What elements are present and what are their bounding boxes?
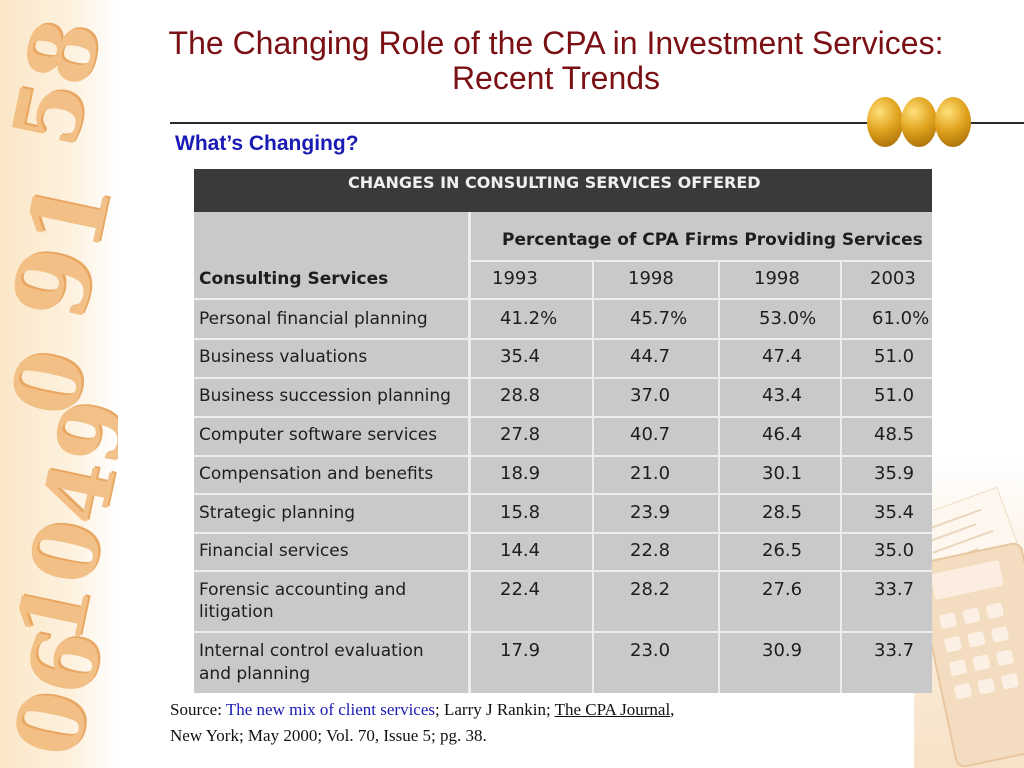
row-value: 28.2 [630, 579, 671, 600]
row-value: 27.6 [762, 579, 803, 600]
row-value: 43.4 [762, 385, 803, 406]
row-value: 23.0 [630, 640, 671, 661]
row-value: 33.7 [874, 640, 915, 661]
row-label: Strategic planning [199, 503, 356, 523]
row-value: 21.0 [630, 463, 671, 484]
row-label: Personal financial planning [199, 309, 428, 329]
row-label: Business succession planning [199, 386, 451, 406]
decor-numeral: 91 [0, 168, 118, 330]
source-line2: New York; May 2000; Vol. 70, Issue 5; pg… [170, 726, 487, 745]
table-caption: CHANGES IN CONSULTING SERVICES OFFERED [194, 169, 932, 212]
source-prefix: Source: [170, 700, 226, 719]
title-divider [170, 122, 1024, 124]
left-decoration: 58 91 0 1049 06 [0, 0, 118, 768]
row-value: 44.7 [630, 346, 671, 367]
row-value: 18.9 [500, 463, 541, 484]
row-value: 47.4 [762, 346, 803, 367]
row-label: Financial services [199, 541, 349, 561]
row-value: 46.4 [762, 424, 803, 445]
group-header: Percentage of CPA Firms Providing Servic… [502, 230, 923, 250]
calculator-decoration [914, 460, 1024, 768]
decor-numeral: 06 [0, 620, 118, 766]
consulting-services-table: CHANGES IN CONSULTING SERVICES OFFERED P… [194, 169, 932, 693]
row-label: and planning [199, 664, 311, 684]
source-separator: , [670, 700, 675, 719]
row-label: Computer software services [199, 425, 438, 445]
row-value: 41.2% [500, 308, 558, 329]
year-header: 1993 [492, 268, 538, 289]
row-value: 27.8 [500, 424, 541, 445]
row-value: 28.8 [500, 385, 541, 406]
year-header: 1998 [628, 268, 674, 289]
row-value: 51.0 [874, 385, 915, 406]
row-value: 30.1 [762, 463, 803, 484]
source-line1: Source: The new mix of client services; … [170, 697, 870, 723]
row-value: 35.4 [874, 502, 915, 523]
row-value: 22.8 [630, 540, 671, 561]
article-link[interactable]: The new mix of client services [225, 700, 435, 719]
row-header: Consulting Services [199, 269, 389, 289]
row-value: 35.0 [874, 540, 915, 561]
row-value: 45.7% [630, 308, 688, 329]
row-value: 48.5 [874, 424, 915, 445]
row-value: 15.8 [500, 502, 541, 523]
row-value: 61.0% [872, 308, 930, 329]
row-value: 22.4 [500, 579, 541, 600]
slide-title-line1: The Changing Role of the CPA in Investme… [168, 25, 944, 61]
source-citation: Source: The new mix of client services; … [170, 697, 870, 749]
gold-balls-decoration [865, 97, 975, 149]
row-value: 30.9 [762, 640, 803, 661]
slide-title: The Changing Role of the CPA in Investme… [96, 26, 1016, 96]
source-separator: ; Larry J Rankin; [435, 700, 555, 719]
decor-numeral: 1049 [0, 391, 118, 653]
row-label: Forensic accounting and [199, 580, 407, 600]
year-header: 2003 [870, 268, 916, 289]
row-label: Business valuations [199, 347, 368, 367]
year-header: 1998 [754, 268, 800, 289]
row-value: 33.7 [874, 579, 915, 600]
row-value: 14.4 [500, 540, 541, 561]
row-value: 28.5 [762, 502, 803, 523]
row-value: 17.9 [500, 640, 541, 661]
journal-link[interactable]: The CPA Journal [554, 700, 671, 719]
row-value: 40.7 [630, 424, 671, 445]
row-label: litigation [199, 602, 274, 622]
row-label: Compensation and benefits [199, 464, 434, 484]
row-value: 35.4 [500, 346, 541, 367]
slide-title-line2: Recent Trends [451, 60, 661, 96]
row-label: Internal control evaluation [199, 641, 424, 661]
row-value: 35.9 [874, 463, 915, 484]
row-value: 26.5 [762, 540, 803, 561]
row-value: 53.0% [759, 308, 817, 329]
row-value: 37.0 [630, 385, 671, 406]
row-value: 23.9 [630, 502, 671, 523]
row-value: 51.0 [874, 346, 915, 367]
slide-subtitle: What’s Changing? [175, 132, 359, 155]
